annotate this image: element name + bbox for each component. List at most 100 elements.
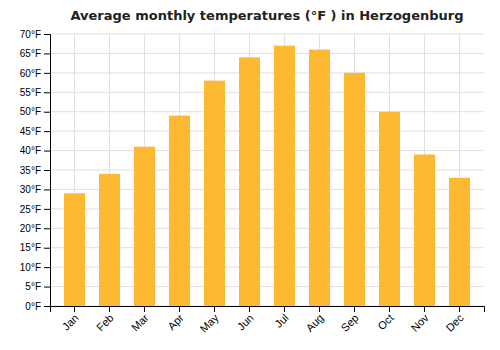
bar xyxy=(344,73,365,306)
y-grid-line xyxy=(50,131,484,132)
x-tick: Jul xyxy=(272,306,290,330)
x-tick: Sep xyxy=(338,306,360,334)
y-tick-mark xyxy=(44,267,50,268)
bar xyxy=(239,57,260,306)
y-grid-line xyxy=(50,111,484,112)
x-tick-label: Jul xyxy=(272,312,290,330)
y-tick-label: 40°F xyxy=(20,145,41,156)
y-tick: 45°F xyxy=(20,126,50,137)
x-tick-mark xyxy=(284,306,285,312)
y-tick-label: 20°F xyxy=(20,223,41,234)
y-tick-mark xyxy=(44,151,50,152)
y-tick: 40°F xyxy=(20,145,50,156)
bar xyxy=(169,116,190,306)
y-tick: 35°F xyxy=(20,165,50,176)
y-tick-label: 5°F xyxy=(25,281,41,292)
y-tick: 25°F xyxy=(20,204,50,215)
x-tick: May xyxy=(198,306,222,335)
y-tick-mark xyxy=(44,34,50,35)
y-tick-label: 50°F xyxy=(20,106,41,117)
grid xyxy=(50,34,484,306)
y-tick: 30°F xyxy=(20,184,50,195)
y-axis: 0°F 5°F 10°F 15°F 20°F 25°F 30°F 35°F 40°F 45°F 50… xyxy=(20,29,51,312)
x-tick: Jan xyxy=(60,306,81,333)
y-tick: 15°F xyxy=(20,242,50,253)
x-tick-label: Sep xyxy=(338,312,360,334)
x-tick-mark xyxy=(74,306,75,312)
y-tick: 50°F xyxy=(20,106,50,117)
chart-title: Average monthly temperatures (°F ) in He… xyxy=(70,8,463,23)
x-tick: Nov xyxy=(408,306,431,334)
y-tick: 65°F xyxy=(20,48,50,59)
x-tick-mark xyxy=(214,306,215,312)
y-tick-mark xyxy=(44,73,50,74)
x-tick-mark xyxy=(459,306,460,312)
x-tick-mark xyxy=(249,306,250,312)
x-tick-mark xyxy=(389,306,390,312)
y-tick-mark xyxy=(44,287,50,288)
x-tick-mark xyxy=(319,306,320,312)
bar xyxy=(309,50,330,306)
x-tick-label: May xyxy=(198,311,222,335)
y-tick: 60°F xyxy=(20,68,50,79)
x-axis-line xyxy=(51,307,485,313)
y-tick-mark xyxy=(44,189,50,190)
y-tick-mark xyxy=(44,248,50,249)
y-tick-label: 55°F xyxy=(20,87,41,98)
x-tick: Jun xyxy=(235,306,256,333)
plot-area: Jan Feb Mar Apr May Jun Jul Aug Sep Oct Nov Dec 0°F 5… xyxy=(20,29,485,335)
x-tick-label: Dec xyxy=(443,311,466,334)
bar xyxy=(204,81,225,306)
x-tick-label: Jan xyxy=(60,312,81,333)
y-tick-label: 30°F xyxy=(20,184,41,195)
y-tick: 5°F xyxy=(25,281,50,292)
y-tick-label: 35°F xyxy=(20,165,41,176)
y-tick-mark xyxy=(44,112,50,113)
y-tick-mark xyxy=(44,209,50,210)
x-tick-label: Mar xyxy=(129,311,151,333)
y-grid-line xyxy=(50,34,484,35)
y-tick-label: 70°F xyxy=(20,29,41,40)
y-tick-label: 65°F xyxy=(20,48,41,59)
x-tick-label: Jun xyxy=(235,312,256,333)
y-tick-label: 25°F xyxy=(20,204,41,215)
page: {"chart_data": {"type": "bar", "title": … xyxy=(0,0,500,350)
y-tick-mark xyxy=(44,131,50,132)
x-tick-label: Apr xyxy=(165,311,186,332)
y-grid-line xyxy=(50,72,484,73)
y-tick-label: 15°F xyxy=(20,242,41,253)
bar xyxy=(414,154,435,306)
y-axis-line xyxy=(44,35,51,307)
x-tick-label: Nov xyxy=(408,311,431,334)
chart-container: Jan Feb Mar Apr May Jun Jul Aug Sep Oct Nov Dec 0°F 5… xyxy=(0,0,500,350)
x-tick: Dec xyxy=(443,306,466,334)
x-tick-mark xyxy=(424,306,425,312)
y-tick: 10°F xyxy=(20,262,50,273)
y-tick-label: 45°F xyxy=(20,126,41,137)
y-tick-mark xyxy=(44,53,50,54)
x-tick-mark xyxy=(179,306,180,312)
y-tick-label: 60°F xyxy=(20,68,41,79)
y-tick-label: 0°F xyxy=(25,301,41,312)
y-tick: 20°F xyxy=(20,223,50,234)
x-tick-label: Oct xyxy=(375,312,396,333)
x-tick-mark xyxy=(144,306,145,312)
x-tick-label: Feb xyxy=(94,312,116,334)
x-axis: Jan Feb Mar Apr May Jun Jul Aug Sep Oct Nov Dec xyxy=(51,306,485,335)
x-tick: Aug xyxy=(303,306,325,334)
x-tick: Feb xyxy=(94,306,116,333)
bar xyxy=(99,174,120,306)
bar xyxy=(274,46,295,306)
y-tick: 55°F xyxy=(20,87,50,98)
x-tick: Mar xyxy=(129,306,151,333)
bar xyxy=(379,112,400,306)
bars xyxy=(64,46,470,306)
y-grid-line xyxy=(50,150,484,151)
y-tick-mark xyxy=(44,306,50,307)
bar xyxy=(64,193,85,306)
y-tick-mark xyxy=(44,170,50,171)
y-tick-label: 10°F xyxy=(20,262,41,273)
x-tick-mark xyxy=(109,306,110,312)
y-tick-mark xyxy=(44,92,50,93)
bar xyxy=(449,178,470,306)
